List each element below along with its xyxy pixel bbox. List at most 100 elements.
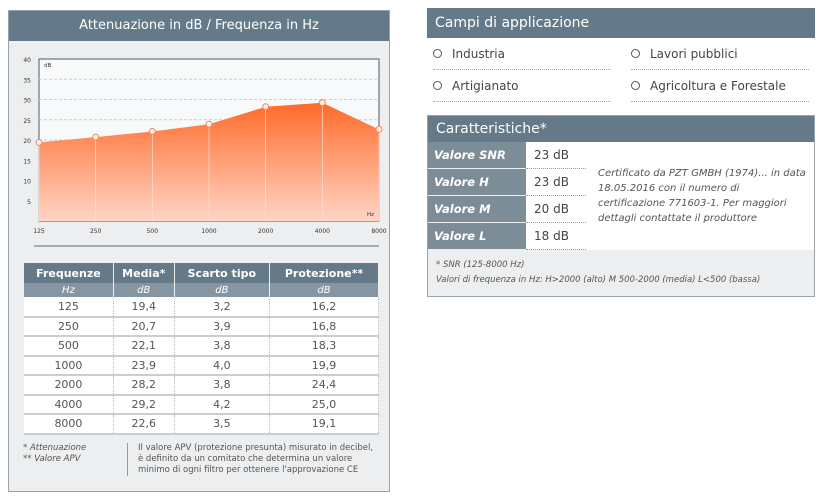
- caratteristica-row: Valore L 18 dB: [428, 223, 814, 250]
- table-cell: 8000: [24, 414, 114, 435]
- column-unit: dB: [269, 283, 379, 297]
- table-row: 1000 23,9 4,0 19,9: [24, 355, 379, 376]
- caratteristiche-title: Caratteristiche*: [428, 116, 814, 142]
- chart-title: Attenuazione in dB / Frequenza in Hz: [9, 11, 389, 41]
- campo-label: Agricoltura e Forestale: [650, 78, 786, 93]
- table-cell: 1000: [24, 355, 114, 376]
- table-cell: 4,0: [174, 355, 271, 376]
- y-tick-label: 15: [23, 158, 31, 165]
- caratteristica-label: Valore M: [428, 196, 526, 223]
- table-cell: 3,2: [174, 297, 271, 318]
- x-tick-label: 2000: [258, 228, 273, 235]
- footnote-apv-description: Il valore APV (protezione presunta) misu…: [127, 443, 377, 476]
- table-cell: 19,4: [113, 297, 175, 318]
- circle-bullet-icon: [433, 81, 442, 90]
- campo-label: Artigianato: [452, 78, 519, 93]
- y-tick-label: 30: [23, 98, 31, 105]
- table-cell: 3,5: [174, 414, 271, 435]
- x-tick-label: 250: [90, 228, 102, 235]
- column-header: Frequenze: [24, 263, 114, 283]
- campo-item: Artigianato: [433, 70, 611, 102]
- footnote-attenuazione: * Attenuazione: [23, 443, 87, 453]
- table-cell: 19,1: [269, 414, 379, 435]
- caratteristica-value: 18 dB: [526, 223, 586, 250]
- campo-item: Industria: [433, 38, 611, 70]
- table-cell: 29,2: [113, 394, 175, 415]
- table-cell: 20,7: [113, 316, 175, 337]
- table-row: 125 19,4 3,2 16,2: [24, 297, 379, 318]
- table-cell: 22,1: [113, 336, 175, 357]
- y-tick-label: 5: [27, 199, 31, 206]
- table-row: 250 20,7 3,9 16,8: [24, 316, 379, 337]
- table-cell: 3,8: [174, 336, 271, 357]
- campo-item: Lavori pubblici: [631, 38, 809, 70]
- x-tick-label: 500: [147, 228, 159, 235]
- y-tick-label: 10: [23, 179, 31, 186]
- campi-panel: Campi di applicazione Industria Lavori pu…: [427, 8, 815, 102]
- table-cell: 4000: [24, 394, 114, 415]
- campo-label: Industria: [452, 46, 505, 61]
- y-tick-label: 35: [23, 77, 31, 84]
- table-cell: 22,6: [113, 414, 175, 435]
- caratteristica-row: Valore H 23 dB: [428, 169, 814, 196]
- y-tick-label: 20: [23, 138, 31, 145]
- caratteristiche-panel: Caratteristiche* Valore SNR 23 dB Valore H…: [427, 115, 815, 297]
- table-row: 2000 28,2 3,8 24,4: [24, 375, 379, 396]
- table-row: 4000 29,2 4,2 25,0: [24, 394, 379, 415]
- table-cell: 500: [24, 336, 114, 357]
- caratteristica-value: 20 dB: [526, 196, 586, 223]
- data-point: [92, 133, 100, 141]
- x-tick-label: 4000: [315, 228, 330, 235]
- caratteristica-label: Valore L: [428, 223, 526, 250]
- table-cell: 25,0: [269, 394, 379, 415]
- data-point: [375, 125, 383, 133]
- table-cell: 125: [24, 297, 114, 318]
- attenuation-panel: Attenuazione in dB / Frequenza in Hz 5 10…: [8, 10, 390, 492]
- caratteristica-value: 23 dB: [526, 142, 586, 169]
- data-point: [35, 138, 43, 146]
- footnote-apv: ** Valore APV: [23, 454, 81, 464]
- certification-text: Certificato da PZT GMBH (1974)... in dat…: [598, 168, 806, 224]
- x-tick-label: 125: [33, 228, 45, 235]
- attenuation-table: Frequenze Media* Scarto tipo Protezione** H…: [24, 263, 379, 435]
- circle-bullet-icon: [631, 81, 640, 90]
- table-cell: 16,2: [269, 297, 379, 318]
- caratteristica-label: Valore H: [428, 169, 526, 196]
- snr-footnote: * SNR (125-8000 Hz): [436, 260, 525, 270]
- table-cell: 3,8: [174, 375, 271, 396]
- column-unit: dB: [174, 283, 271, 297]
- column-unit: dB: [113, 283, 175, 297]
- column-header: Protezione**: [269, 263, 379, 283]
- data-point: [148, 127, 156, 135]
- campo-label: Lavori pubblici: [650, 46, 738, 61]
- attenuation-chart: 5 10 15 20 25 30 35 40 125 250 500 1000 2000 4000 8000…: [23, 57, 387, 247]
- table-cell: 23,9: [113, 355, 175, 376]
- column-header: Media*: [113, 263, 175, 283]
- x-axis-label: Hz: [367, 212, 374, 218]
- table-cell: 4,2: [174, 394, 271, 415]
- table-cell: 250: [24, 316, 114, 337]
- y-tick-label: 40: [23, 57, 31, 64]
- data-point: [318, 99, 326, 107]
- x-tick-label: 1000: [201, 228, 216, 235]
- table-row: 8000 22,6 3,5 19,1: [24, 414, 379, 435]
- footnote-legend: * Attenuazione ** Valore APV: [23, 443, 86, 465]
- table-row: 500 22,1 3,8 18,3: [24, 336, 379, 357]
- table-cell: 19,9: [269, 355, 379, 376]
- circle-bullet-icon: [631, 49, 640, 58]
- data-point: [262, 103, 270, 111]
- y-tick-label: 25: [23, 118, 31, 125]
- caratteristica-row: Valore SNR 23 dB: [428, 142, 814, 169]
- data-point: [205, 120, 213, 128]
- table-cell: 18,3: [269, 336, 379, 357]
- circle-bullet-icon: [433, 49, 442, 58]
- frequency-footnote: Valori di frequenza in Hz: H>2000 (alto)…: [436, 275, 761, 285]
- caratteristica-value: 23 dB: [526, 169, 586, 196]
- x-tick-label: 8000: [371, 228, 386, 235]
- caratteristica-label: Valore SNR: [428, 142, 526, 169]
- campi-title: Campi di applicazione: [427, 8, 815, 38]
- table-cell: 24,4: [269, 375, 379, 396]
- column-header: Scarto tipo: [174, 263, 271, 283]
- y-axis-label: dB: [44, 63, 51, 69]
- table-cell: 2000: [24, 375, 114, 396]
